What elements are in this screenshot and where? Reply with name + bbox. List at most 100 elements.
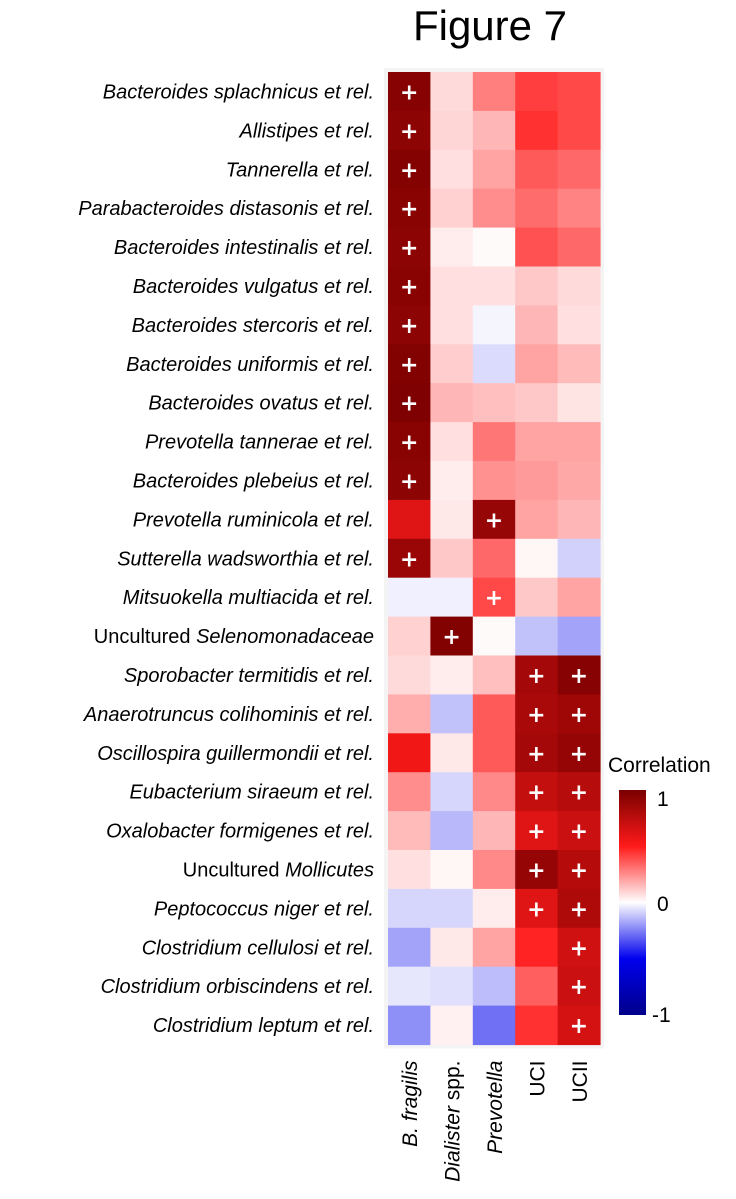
heatmap-cell (557, 1005, 601, 1046)
heatmap-cell (515, 149, 559, 190)
row-label: Bacteroides plebeius et rel. (133, 470, 374, 492)
row-label: Allistipes et rel. (239, 120, 375, 142)
heatmap-cell (515, 227, 559, 268)
significance-mark: + (400, 314, 418, 339)
heatmap-cell (472, 266, 516, 306)
heatmap-cell (557, 655, 601, 695)
heatmap-cell (388, 538, 431, 579)
heatmap-cell (472, 305, 516, 345)
heatmap-cell (430, 966, 474, 1007)
row-labels: Bacteroides splachnicus et rel. Allistipe… (78, 81, 374, 1037)
legend-tick-zero: 0 (657, 893, 669, 916)
significance-mark: + (570, 781, 588, 806)
significance-mark: + (400, 80, 418, 105)
row-label: Bacteroides intestinalis et rel. (114, 237, 374, 259)
significance-mark: + (527, 781, 545, 806)
heatmap-cell (515, 1005, 559, 1046)
heatmap-cell (557, 305, 601, 345)
row-label: Sutterella wadsworthia et rel. (117, 548, 374, 570)
heatmap-cell (388, 110, 431, 151)
heatmap-cell (472, 499, 516, 540)
heatmap-cell (557, 344, 601, 384)
column-label: Prevotella (484, 1061, 507, 1154)
significance-mark: + (570, 858, 588, 883)
heatmap-cell (515, 266, 559, 306)
heatmap-cell (388, 72, 431, 112)
heatmap-cell (388, 888, 431, 929)
heatmap-cell (430, 422, 474, 462)
heatmap-cell (515, 461, 559, 501)
heatmap-cell (430, 616, 474, 657)
heatmap-cell (430, 305, 474, 345)
row-label: Tannerella et rel. (226, 159, 374, 181)
legend-tick-max: 1 (657, 788, 669, 811)
heatmap-cell (472, 538, 516, 579)
row-label: Parabacteroides distasonis et rel. (78, 198, 374, 220)
heatmap-cell (388, 811, 431, 851)
legend-colorbar (619, 790, 646, 1015)
significance-mark: + (527, 897, 545, 922)
row-label: Oxalobacter formigenes et rel. (106, 821, 374, 843)
heatmap-cell (515, 811, 559, 851)
significance-mark: + (400, 275, 418, 300)
heatmap-cell (557, 927, 601, 968)
row-label: Prevotella ruminicola et rel. (133, 509, 374, 531)
heatmap-cell (388, 655, 431, 695)
heatmap-cell (472, 422, 516, 462)
heatmap-cell (472, 188, 516, 229)
heatmap-cell (430, 266, 474, 306)
heatmap-cell (557, 383, 601, 423)
row-label: Prevotella tannerae et rel. (145, 432, 374, 454)
heatmap-cell (515, 305, 559, 345)
heatmap-cell (515, 772, 559, 812)
heatmap-cell (388, 344, 431, 384)
heatmap-cell (430, 188, 474, 229)
row-label: Clostridium leptum et rel. (153, 1015, 374, 1037)
heatmap-cell (430, 577, 474, 618)
row-label: Sporobacter termitidis et rel. (124, 665, 374, 687)
heatmap-cell (557, 110, 601, 151)
heatmap-cell (515, 966, 559, 1007)
row-label: Bacteroides stercoris et rel. (132, 315, 374, 337)
heatmap-cell (430, 1005, 474, 1046)
heatmap-cell (557, 888, 601, 929)
heatmap-cell (388, 694, 431, 734)
significance-mark: + (400, 353, 418, 378)
significance-mark: + (400, 547, 418, 572)
significance-mark: + (485, 586, 503, 611)
heatmap-cell (472, 616, 516, 657)
heatmap-cell (557, 227, 601, 268)
heatmap-cell (430, 227, 474, 268)
significance-mark: + (400, 158, 418, 183)
heatmap-cell (472, 850, 516, 890)
column-labels: B. fragilis Dialister spp. Prevotella UCI UC… (399, 1060, 592, 1182)
heatmap-cell (557, 694, 601, 734)
row-label: Bacteroides uniformis et rel. (126, 354, 374, 376)
significance-mark: + (485, 508, 503, 533)
heatmap-cell (515, 655, 559, 695)
heatmap-cell (430, 888, 474, 929)
significance-mark: + (400, 392, 418, 417)
significance-mark: + (570, 897, 588, 922)
heatmap-cell (515, 850, 559, 890)
row-label: Clostridium cellulosi et rel. (142, 937, 374, 959)
heatmap-cell (430, 850, 474, 890)
heatmap-cell (515, 694, 559, 734)
heatmap-cell (472, 655, 516, 695)
significance-mark: + (400, 469, 418, 494)
column-label: UCI (526, 1061, 549, 1097)
heatmap-cell (557, 616, 601, 657)
heatmap-cell (557, 772, 601, 812)
heatmap-cell (430, 655, 474, 695)
row-label: Bacteroides vulgatus et rel. (133, 276, 374, 298)
heatmap-cell (388, 733, 431, 773)
heatmap-cell (388, 461, 431, 501)
heatmap-cell (472, 811, 516, 851)
legend-tick-min: -1 (652, 1004, 671, 1027)
heatmap-cell (472, 461, 516, 501)
heatmap-cell (388, 305, 431, 345)
heatmap-cell (557, 149, 601, 190)
significance-mark: + (527, 858, 545, 883)
heatmap-cell (515, 733, 559, 773)
heatmap-cell (388, 850, 431, 890)
